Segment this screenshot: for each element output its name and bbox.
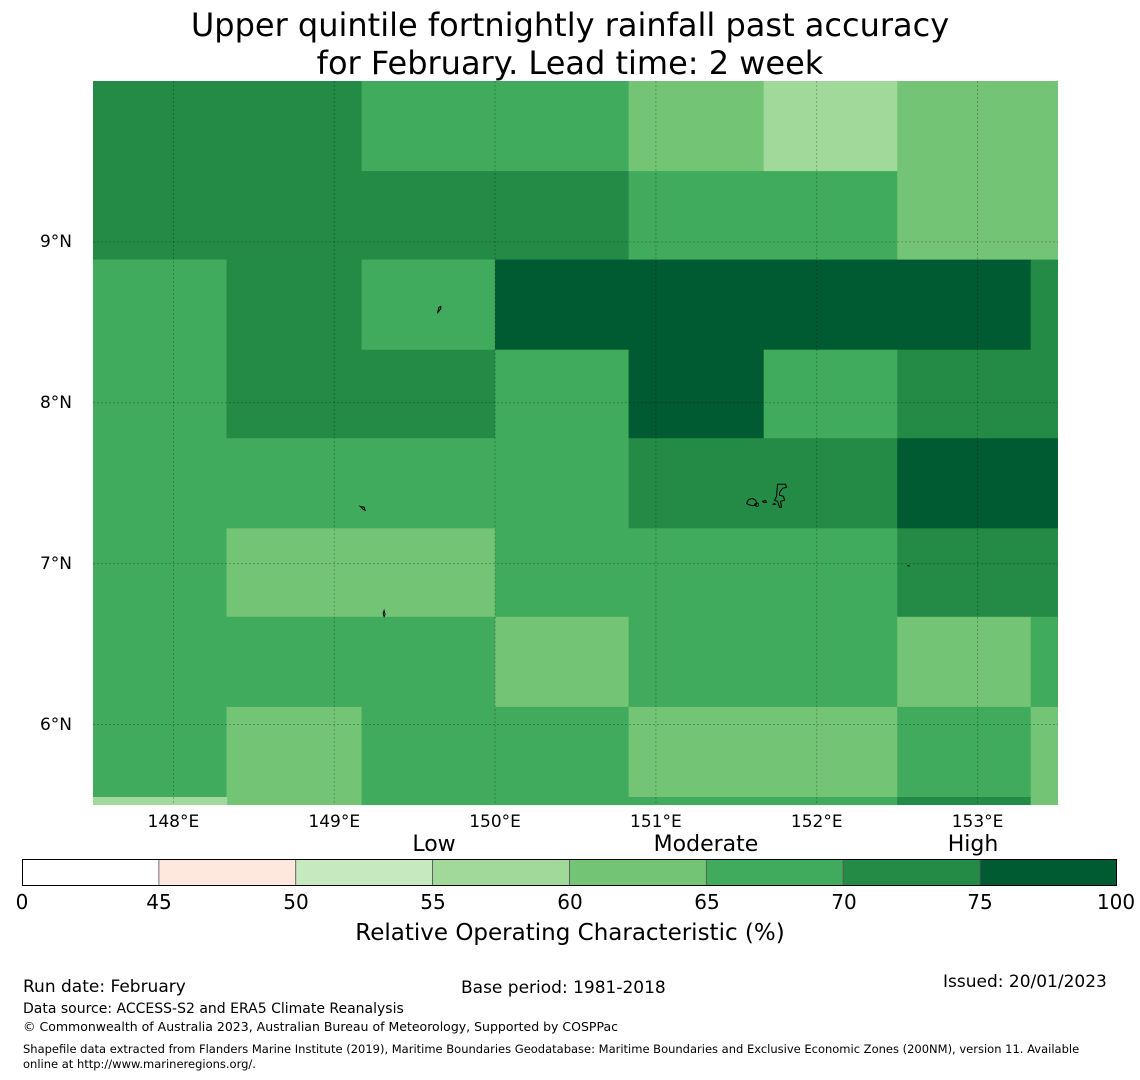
category-low-label: Low (412, 832, 456, 857)
issued-date: Issued: 20/01/2023 (943, 972, 1107, 992)
map-cell-28 (628, 616, 898, 708)
title-line-2: for February. Lead time: 2 week (316, 44, 824, 82)
island-outline-pulusuk (382, 608, 386, 618)
lon-label-150e: 150°E (469, 812, 521, 832)
lon-label-153e: 153°E (951, 812, 1004, 832)
map-cell-39 (93, 797, 228, 805)
colorbar-segment-0-45 (22, 859, 160, 886)
map-cell-20 (628, 438, 898, 529)
map-cell-27 (495, 616, 630, 708)
map-cell-21 (897, 438, 1058, 529)
colorbar-tick-100: 100 (1096, 890, 1136, 914)
copyright-notice: © Commonwealth of Australia 2023, Austra… (23, 1019, 618, 1034)
run-date: Run date: February (23, 977, 186, 997)
island-outline-namonuito (358, 505, 367, 512)
shapefile-credit-line-1: Shapefile data extracted from Flanders M… (23, 1042, 1080, 1056)
map-cell-13 (93, 349, 228, 439)
lon-label-151e: 151°E (630, 812, 682, 832)
map-cell-25 (897, 528, 1058, 618)
colorbar-segment-60-65 (569, 859, 707, 886)
map-cell-15 (495, 349, 630, 439)
data-source: Data source: ACCESS-S2 and ERA5 Climate … (23, 1001, 404, 1017)
map-cell-1 (361, 81, 630, 172)
colorbar-tick-60: 60 (557, 890, 583, 914)
map-cell-31 (93, 706, 228, 805)
map-cell-19 (93, 438, 630, 529)
colorbar-tick-70: 70 (831, 890, 857, 914)
lat-label-8n: 8°N (39, 392, 72, 413)
colorbar-segment-70-75 (842, 859, 981, 886)
map-cell-9 (226, 259, 363, 351)
colorbar-border (22, 859, 1117, 886)
colorbar-segment-75-100 (979, 859, 1117, 886)
map-cell-11 (495, 259, 1032, 351)
map-cell-3 (763, 81, 898, 172)
map-cell-30 (1030, 616, 1058, 708)
map-cell-4 (897, 81, 1058, 172)
title-line-1: Upper quintile fortnightly rainfall past… (190, 6, 950, 44)
rainfall-accuracy-map (93, 81, 1058, 805)
colorbar (22, 859, 1117, 886)
map-cell-6 (628, 171, 898, 261)
map-cell-23 (226, 528, 496, 618)
map-cell-10 (361, 259, 496, 351)
map-cell-34 (628, 706, 898, 798)
lon-label-152e: 152°E (790, 812, 843, 832)
map-cell-22 (93, 528, 228, 618)
map-cell-18 (897, 349, 1058, 439)
map-cell-16 (628, 349, 765, 439)
island-outline-chuuk-lagoon (745, 483, 788, 508)
category-high-label: High (947, 832, 999, 857)
colorbar-segment-50-55 (295, 859, 434, 886)
island-outline-pulap (436, 305, 442, 314)
lon-label-149e: 149°E (308, 812, 361, 832)
lat-label-7n: 7°N (39, 553, 72, 574)
map-cell-5 (93, 171, 630, 261)
map-cell-14 (226, 349, 496, 439)
map-cell-32 (226, 706, 363, 805)
lon-label-148e: 148°E (147, 812, 200, 832)
lat-label-6n: 6°N (39, 714, 72, 735)
map-cell-24 (495, 528, 898, 618)
map-cell-17 (763, 349, 898, 439)
colorbar-segment-65-70 (705, 859, 844, 886)
map-cell-37 (897, 797, 1032, 805)
colorbar-tick-50: 50 (283, 890, 309, 914)
shapefile-credit-line-2: online at http://www.marineregions.org/. (23, 1057, 256, 1071)
colorbar-tick-75: 75 (967, 890, 993, 914)
map-cell-0 (93, 81, 363, 172)
category-moderate-label: Moderate (653, 832, 759, 857)
colorbar-tick-45: 45 (146, 890, 172, 914)
colorbar-label: Relative Operating Characteristic (%) (355, 920, 785, 946)
colorbar-segment-55-60 (432, 859, 570, 886)
lat-label-9n: 9°N (39, 231, 72, 252)
map-cell-33 (361, 706, 630, 805)
map-cell-35 (628, 797, 898, 805)
map-cell-26 (93, 616, 496, 708)
map-cell-8 (93, 259, 228, 351)
colorbar-segment-45-50 (158, 859, 297, 886)
map-cell-36 (897, 706, 1032, 798)
map-canvas (93, 81, 1058, 805)
map-cell-29 (897, 616, 1032, 708)
map-cell-2 (628, 81, 765, 172)
map-cell-38 (1030, 706, 1058, 805)
colorbar-tick-0: 0 (15, 890, 29, 914)
map-cell-12 (1030, 259, 1058, 351)
map-cell-7 (897, 171, 1058, 261)
colorbar-tick-65: 65 (694, 890, 720, 914)
base-period: Base period: 1981-2018 (461, 978, 666, 998)
colorbar-tick-55: 55 (420, 890, 446, 914)
chart-title: Upper quintile fortnightly rainfall past… (0, 6, 1140, 82)
